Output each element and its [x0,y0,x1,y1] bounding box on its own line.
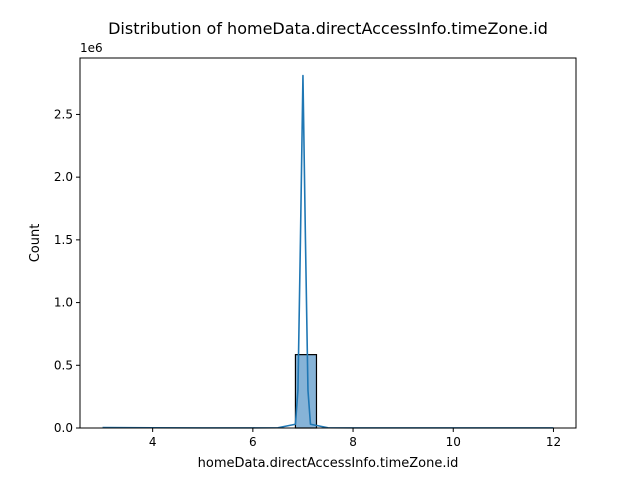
x-tick-label: 10 [446,435,461,449]
x-tick-label: 6 [249,435,257,449]
x-axis-ticks: 4 6 8 10 12 [149,428,561,449]
chart-title: Distribution of homeData.directAccessInf… [108,19,548,38]
y-tick-label: 2.0 [54,170,73,184]
y-tick-label: 0.0 [54,421,73,435]
kde-curve [102,74,554,429]
y-axis-offset-label: 1e6 [80,41,103,55]
x-tick-label: 4 [149,435,157,449]
x-axis-label: homeData.directAccessInfo.timeZone.id [198,456,459,471]
y-tick-label: 0.5 [54,358,73,372]
plot-content [102,74,554,429]
y-tick-label: 1.5 [54,233,73,247]
x-tick-label: 8 [349,435,357,449]
y-axis-label: Count [28,224,43,263]
y-tick-label: 1.0 [54,296,73,310]
x-tick-label: 12 [546,435,561,449]
plot-frame [79,57,577,429]
y-axis-ticks: 0.0 0.5 1.0 1.5 2.0 2.5 [54,107,80,435]
y-tick-label: 2.5 [54,107,73,121]
